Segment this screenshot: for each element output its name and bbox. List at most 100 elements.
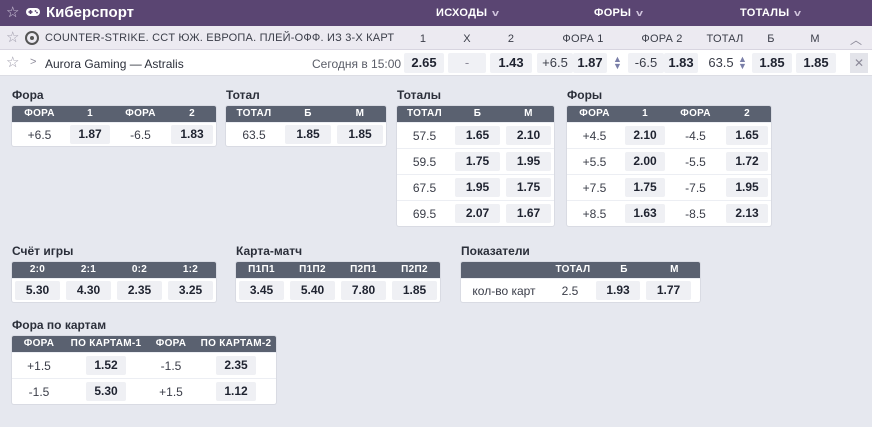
- map-fora-header: ФОРА ПО КАРТАМ-1 ФОРА ПО КАРТАМ-2: [12, 336, 276, 352]
- fora-param: -1.5: [160, 358, 182, 373]
- sport-header: ☆ Киберспорт ИСХОДЫ v ФОРЫ v ТОТАЛЫ v: [0, 0, 872, 26]
- odd-cell[interactable]: 1.75: [506, 178, 551, 197]
- outcomes-column-header[interactable]: ИСХОДЫ v: [436, 7, 500, 19]
- odd-over[interactable]: 1.85: [752, 53, 792, 73]
- odd-cell[interactable]: 1.77: [646, 281, 691, 300]
- odd-cell[interactable]: 1.63: [625, 204, 665, 223]
- col-header: ФОРА: [155, 338, 187, 349]
- total-title: Тотал: [226, 88, 260, 102]
- odd-cell[interactable]: 3.25: [168, 281, 213, 300]
- odd-cell[interactable]: 4.30: [66, 281, 111, 300]
- table-row: +4.5 2.10 -4.5 1.65: [567, 122, 771, 148]
- col-header: 1:2: [182, 264, 199, 275]
- col-header: П2П1: [350, 264, 377, 275]
- odd-cell[interactable]: 1.85: [392, 281, 437, 300]
- odd-cell[interactable]: 5.30: [86, 382, 126, 401]
- table-row: +1.5 1.52 -1.5 2.35: [12, 352, 276, 378]
- col-header: ФОРА: [579, 108, 610, 119]
- total-param: 67.5: [412, 180, 437, 195]
- odd-cell[interactable]: 7.80: [341, 281, 386, 300]
- table-row: 3.45 5.40 7.80 1.85: [236, 278, 440, 302]
- odd-cell[interactable]: 1.85: [285, 125, 331, 144]
- table-row: -1.5 5.30 +1.5 1.12: [12, 378, 276, 404]
- odd-cell[interactable]: 1.67: [506, 204, 551, 223]
- odd-cell[interactable]: 2.07: [455, 204, 500, 223]
- odd-cell[interactable]: 1.83: [171, 125, 213, 144]
- fora-param: +6.5: [27, 127, 52, 142]
- odd-cell[interactable]: 1.72: [726, 152, 768, 171]
- match-time: Сегодня в 15:00: [312, 57, 402, 71]
- fora-param: -8.5: [685, 206, 706, 221]
- chevron-right-icon[interactable]: >: [30, 56, 37, 68]
- fora-param: -5.5: [685, 154, 706, 169]
- odd-cell[interactable]: 2.35: [216, 356, 256, 375]
- col-header: П1П1: [248, 264, 275, 275]
- score-header: 2:0 2:1 0:2 1:2: [12, 262, 216, 278]
- favorite-star-icon[interactable]: ☆: [6, 4, 20, 21]
- odd-cell[interactable]: 2.10: [506, 126, 551, 145]
- chevron-down-icon: v: [794, 8, 802, 18]
- odd-cell[interactable]: 1.85: [337, 125, 383, 144]
- table-row: кол-во карт 2.5 1.93 1.77: [461, 278, 700, 302]
- odd-cell[interactable]: 1.95: [455, 178, 500, 197]
- close-icon[interactable]: ✕: [850, 53, 868, 73]
- odd-cell[interactable]: 2.13: [726, 204, 768, 223]
- col-header: ПО КАРТАМ-2: [200, 338, 272, 349]
- odd-cell[interactable]: 1.75: [455, 152, 500, 171]
- fora-param: +4.5: [582, 128, 607, 143]
- collapse-chevron-icon[interactable]: ︿: [850, 33, 863, 47]
- odd-cell[interactable]: 2.10: [625, 126, 665, 145]
- odd-cell[interactable]: 3.45: [239, 281, 284, 300]
- stats-grid: ТОТАЛ Б М кол-во карт 2.5 1.93 1.77: [461, 262, 700, 302]
- odd-p2[interactable]: 1.43: [490, 53, 532, 73]
- counter-strike-icon: [25, 31, 39, 45]
- col-header: ФОРА: [125, 108, 156, 119]
- chevron-down-icon: v: [492, 8, 500, 18]
- fora-param: +1.5: [27, 358, 51, 373]
- table-row: 69.5 2.07 1.67: [397, 200, 554, 226]
- odd-cell[interactable]: 1.12: [216, 382, 256, 401]
- total-grid: ТОТАЛ Б М 63.5 1.85 1.85: [226, 106, 386, 146]
- favorite-star-icon[interactable]: ☆: [6, 54, 20, 71]
- odd-cell[interactable]: 1.95: [726, 178, 768, 197]
- col-header: Б: [620, 264, 628, 275]
- fora-header: ФОРА 1 ФОРА 2: [12, 106, 216, 122]
- odd-cell[interactable]: 1.65: [726, 126, 768, 145]
- fora-param: -6.5: [130, 127, 151, 142]
- odd-draw: -: [448, 53, 486, 73]
- odd-fora2[interactable]: 1.83: [664, 53, 698, 73]
- stats-header: ТОТАЛ Б М: [461, 262, 700, 278]
- odd-cell[interactable]: 2.00: [625, 152, 665, 171]
- fora-title: Фора: [12, 88, 44, 102]
- odd-cell[interactable]: 1.65: [455, 126, 500, 145]
- chevron-down-icon: v: [636, 8, 644, 18]
- favorite-star-icon[interactable]: ☆: [6, 29, 20, 46]
- gamepad-icon: [26, 8, 40, 16]
- odd-cell[interactable]: 1.87: [70, 125, 110, 144]
- odd-under[interactable]: 1.85: [796, 53, 836, 73]
- swap-icon[interactable]: ▲ ▼: [613, 54, 622, 71]
- odd-cell[interactable]: 1.52: [86, 356, 126, 375]
- table-row: +8.5 1.63 -8.5 2.13: [567, 200, 771, 226]
- table-row: 67.5 1.95 1.75: [397, 174, 554, 200]
- odd-cell[interactable]: 5.30: [15, 281, 60, 300]
- col-header: 2: [744, 108, 750, 119]
- odd-cell[interactable]: 1.75: [625, 178, 665, 197]
- handicaps-column-header[interactable]: ФОРЫ v: [594, 7, 644, 19]
- foras-header: ФОРА 1 ФОРА 2: [567, 106, 771, 122]
- odd-p1[interactable]: 2.65: [404, 53, 444, 73]
- swap-icon[interactable]: ▲ ▼: [738, 54, 747, 71]
- totals-header: ТОТАЛ Б М: [397, 106, 554, 122]
- odd-cell[interactable]: 5.40: [290, 281, 335, 300]
- odd-fora1[interactable]: 1.87: [573, 53, 607, 73]
- col-header-over: Б: [767, 33, 775, 45]
- fora-param: -4.5: [685, 128, 706, 143]
- odd-cell[interactable]: 2.35: [117, 281, 162, 300]
- odd-cell[interactable]: 1.95: [506, 152, 551, 171]
- fora-param: +8.5: [582, 206, 607, 221]
- odd-cell[interactable]: 1.93: [596, 281, 640, 300]
- totals-column-header[interactable]: ТОТАЛЫ v: [740, 7, 802, 19]
- match-teams[interactable]: Aurora Gaming — Astralis: [45, 57, 184, 71]
- col-header: П1П2: [299, 264, 326, 275]
- total-param: 63.5: [708, 55, 734, 70]
